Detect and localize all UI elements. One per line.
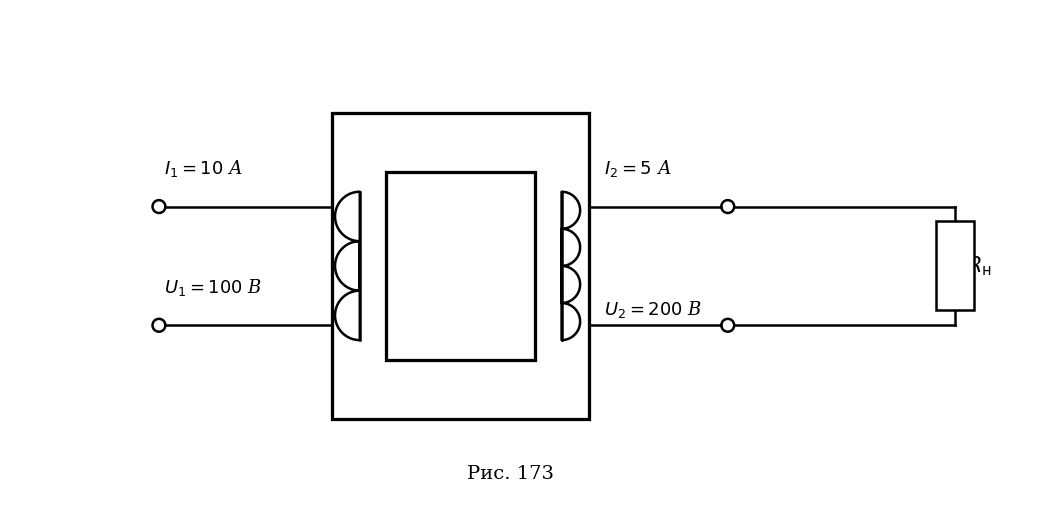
Text: $I_1 = 10$ А: $I_1 = 10$ А (164, 158, 243, 179)
Text: $R_{\rm н}$: $R_{\rm н}$ (967, 254, 992, 278)
Text: Рис. 173: Рис. 173 (467, 464, 553, 482)
Bar (332, 112, 589, 419)
Text: $U_2 = 200$ В: $U_2 = 200$ В (604, 299, 703, 320)
Bar (936, 221, 974, 311)
Text: $U_1 = 100$ В: $U_1 = 100$ В (164, 277, 262, 298)
Bar (386, 172, 535, 360)
Text: $I_2 = 5$ А: $I_2 = 5$ А (604, 158, 671, 179)
